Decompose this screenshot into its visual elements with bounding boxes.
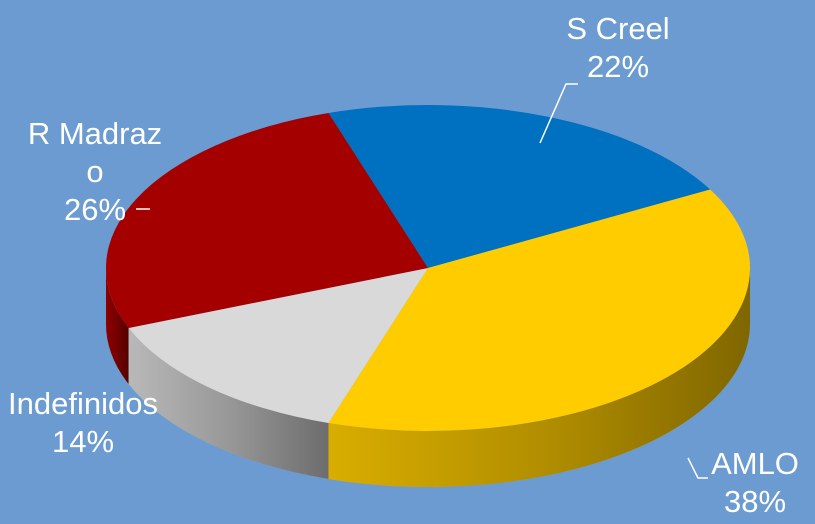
slice xyxy=(106,112,429,329)
value-label: 22% xyxy=(586,49,650,84)
category-label: R Madrazo xyxy=(27,116,163,189)
pie-sides xyxy=(106,268,750,487)
slice-label: S Creel 22% xyxy=(548,10,688,86)
leader-line xyxy=(539,83,578,144)
value-label: 14% xyxy=(51,424,115,459)
value-label: 26% xyxy=(63,192,127,227)
slice-label: AMLO 38% xyxy=(700,445,810,521)
slice xyxy=(128,268,428,424)
slice-side-shade xyxy=(328,268,750,487)
slice xyxy=(328,189,750,431)
slice-label: Indefinidos 14% xyxy=(8,385,158,461)
leader-lines xyxy=(136,83,708,479)
leader-line xyxy=(687,457,708,479)
category-label: S Creel xyxy=(566,11,670,46)
category-label: Indefinidos xyxy=(8,386,158,421)
value-label: 38% xyxy=(723,484,787,519)
category-label: AMLO xyxy=(711,446,799,481)
pie-tops xyxy=(106,104,750,431)
slice-label: R Madrazo 26% xyxy=(20,115,170,229)
slice-side-shade xyxy=(128,328,329,480)
slice xyxy=(328,104,711,268)
slice-side-shade xyxy=(106,268,129,385)
